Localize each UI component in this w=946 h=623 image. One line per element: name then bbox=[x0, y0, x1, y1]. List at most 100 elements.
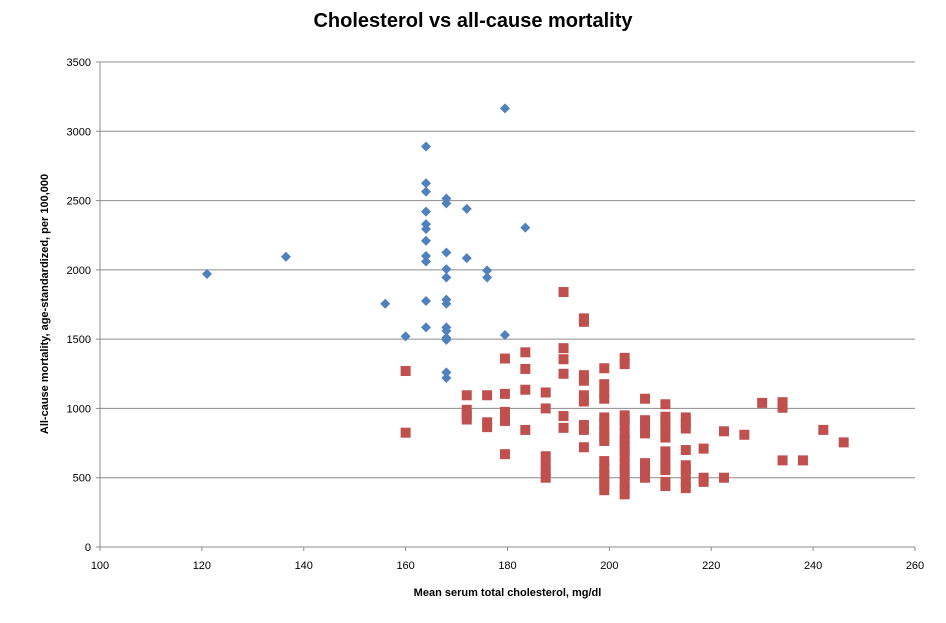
data-point-square bbox=[660, 465, 671, 476]
chart-title: Cholesterol vs all-cause mortality bbox=[313, 10, 633, 32]
data-point-diamond bbox=[421, 256, 431, 267]
data-point-square bbox=[757, 397, 768, 408]
data-point-diamond bbox=[482, 272, 493, 283]
data-point-diamond bbox=[201, 269, 212, 280]
data-point-square bbox=[461, 404, 472, 415]
data-point-square bbox=[619, 463, 630, 474]
data-point-square bbox=[578, 316, 589, 327]
data-point-square bbox=[499, 353, 510, 364]
data-point-square bbox=[578, 370, 589, 381]
data-point-square bbox=[540, 459, 551, 470]
data-point-square bbox=[540, 466, 551, 477]
y-tick-label: 3500 bbox=[67, 57, 91, 69]
data-point-diamond bbox=[421, 141, 431, 152]
x-tick-label: 200 bbox=[600, 560, 618, 572]
x-axis-label: Mean serum total cholesterol, mg/dl bbox=[413, 587, 602, 599]
data-point-square bbox=[777, 455, 788, 466]
y-tick-label: 0 bbox=[85, 542, 91, 554]
data-point-diamond bbox=[441, 367, 452, 378]
data-point-square bbox=[640, 393, 651, 404]
data-point-diamond bbox=[421, 296, 431, 307]
y-axis-label: All-cause mortality, age-standardized, p… bbox=[39, 173, 51, 435]
data-point-square bbox=[558, 354, 569, 365]
data-point-square bbox=[619, 483, 630, 494]
data-point-square bbox=[558, 287, 569, 298]
data-point-square bbox=[818, 424, 829, 435]
data-point-square bbox=[520, 363, 531, 374]
data-point-diamond bbox=[280, 251, 291, 262]
data-point-square bbox=[660, 426, 671, 437]
data-point-diamond bbox=[421, 186, 431, 197]
data-point-square bbox=[660, 432, 671, 443]
data-point-diamond bbox=[441, 334, 452, 345]
data-point-diamond bbox=[441, 272, 452, 283]
data-point-square bbox=[640, 472, 651, 483]
data-point-diamond bbox=[482, 265, 493, 276]
data-point-square bbox=[578, 396, 589, 407]
x-tick-label: 160 bbox=[396, 560, 414, 572]
x-tick-label: 220 bbox=[702, 560, 720, 572]
data-point-square bbox=[540, 472, 551, 483]
data-point-square bbox=[599, 435, 610, 446]
data-point-square bbox=[660, 481, 671, 492]
data-point-square bbox=[499, 449, 510, 460]
data-point-square bbox=[599, 363, 610, 374]
data-point-diamond bbox=[461, 203, 472, 214]
data-point-square bbox=[680, 412, 691, 423]
data-point-square bbox=[520, 424, 531, 435]
data-point-square bbox=[578, 375, 589, 386]
data-point-square bbox=[578, 442, 589, 453]
x-tick-label: 180 bbox=[498, 560, 516, 572]
data-point-square bbox=[599, 485, 610, 496]
x-tick-label: 260 bbox=[906, 560, 924, 572]
data-point-diamond bbox=[421, 178, 431, 189]
data-point-square bbox=[482, 422, 493, 433]
data-point-diamond bbox=[421, 206, 431, 217]
y-tick-label: 1500 bbox=[67, 334, 91, 346]
series-red-squares bbox=[400, 287, 849, 500]
data-point-square bbox=[558, 422, 569, 433]
data-point-square bbox=[660, 446, 671, 457]
data-point-square bbox=[619, 478, 630, 489]
data-point-square bbox=[599, 463, 610, 474]
data-point-square bbox=[777, 402, 788, 413]
x-tick-label: 120 bbox=[193, 560, 211, 572]
data-point-square bbox=[578, 390, 589, 401]
y-tick-label: 1000 bbox=[67, 403, 91, 415]
data-point-square bbox=[619, 451, 630, 462]
y-tick-label: 2500 bbox=[67, 196, 91, 208]
data-point-diamond bbox=[441, 325, 452, 336]
data-point-square bbox=[400, 427, 411, 438]
data-point-square bbox=[599, 456, 610, 467]
data-point-square bbox=[777, 397, 788, 408]
data-point-diamond bbox=[400, 331, 411, 342]
data-point-square bbox=[619, 489, 630, 500]
data-point-square bbox=[680, 477, 691, 488]
data-point-square bbox=[599, 424, 610, 435]
data-point-square bbox=[558, 411, 569, 422]
data-point-diamond bbox=[441, 372, 452, 383]
data-point-square bbox=[680, 464, 691, 475]
data-point-square bbox=[461, 414, 472, 425]
y-tick-label: 3000 bbox=[67, 126, 91, 138]
data-point-square bbox=[558, 343, 569, 354]
data-point-diamond bbox=[441, 247, 452, 258]
data-point-square bbox=[619, 435, 630, 446]
data-point-square bbox=[660, 399, 671, 410]
data-point-square bbox=[599, 393, 610, 404]
data-point-square bbox=[739, 429, 750, 440]
data-point-diamond bbox=[520, 222, 531, 233]
data-point-diamond bbox=[461, 253, 472, 264]
data-point-square bbox=[619, 469, 630, 480]
data-point-square bbox=[680, 417, 691, 428]
data-point-square bbox=[599, 469, 610, 480]
data-point-diamond bbox=[441, 298, 452, 309]
data-point-square bbox=[540, 451, 551, 462]
data-point-square bbox=[680, 445, 691, 455]
data-point-diamond bbox=[421, 223, 431, 234]
axes bbox=[96, 61, 916, 551]
data-point-square bbox=[640, 463, 651, 474]
data-point-square bbox=[718, 472, 729, 483]
data-point-square bbox=[520, 384, 531, 395]
